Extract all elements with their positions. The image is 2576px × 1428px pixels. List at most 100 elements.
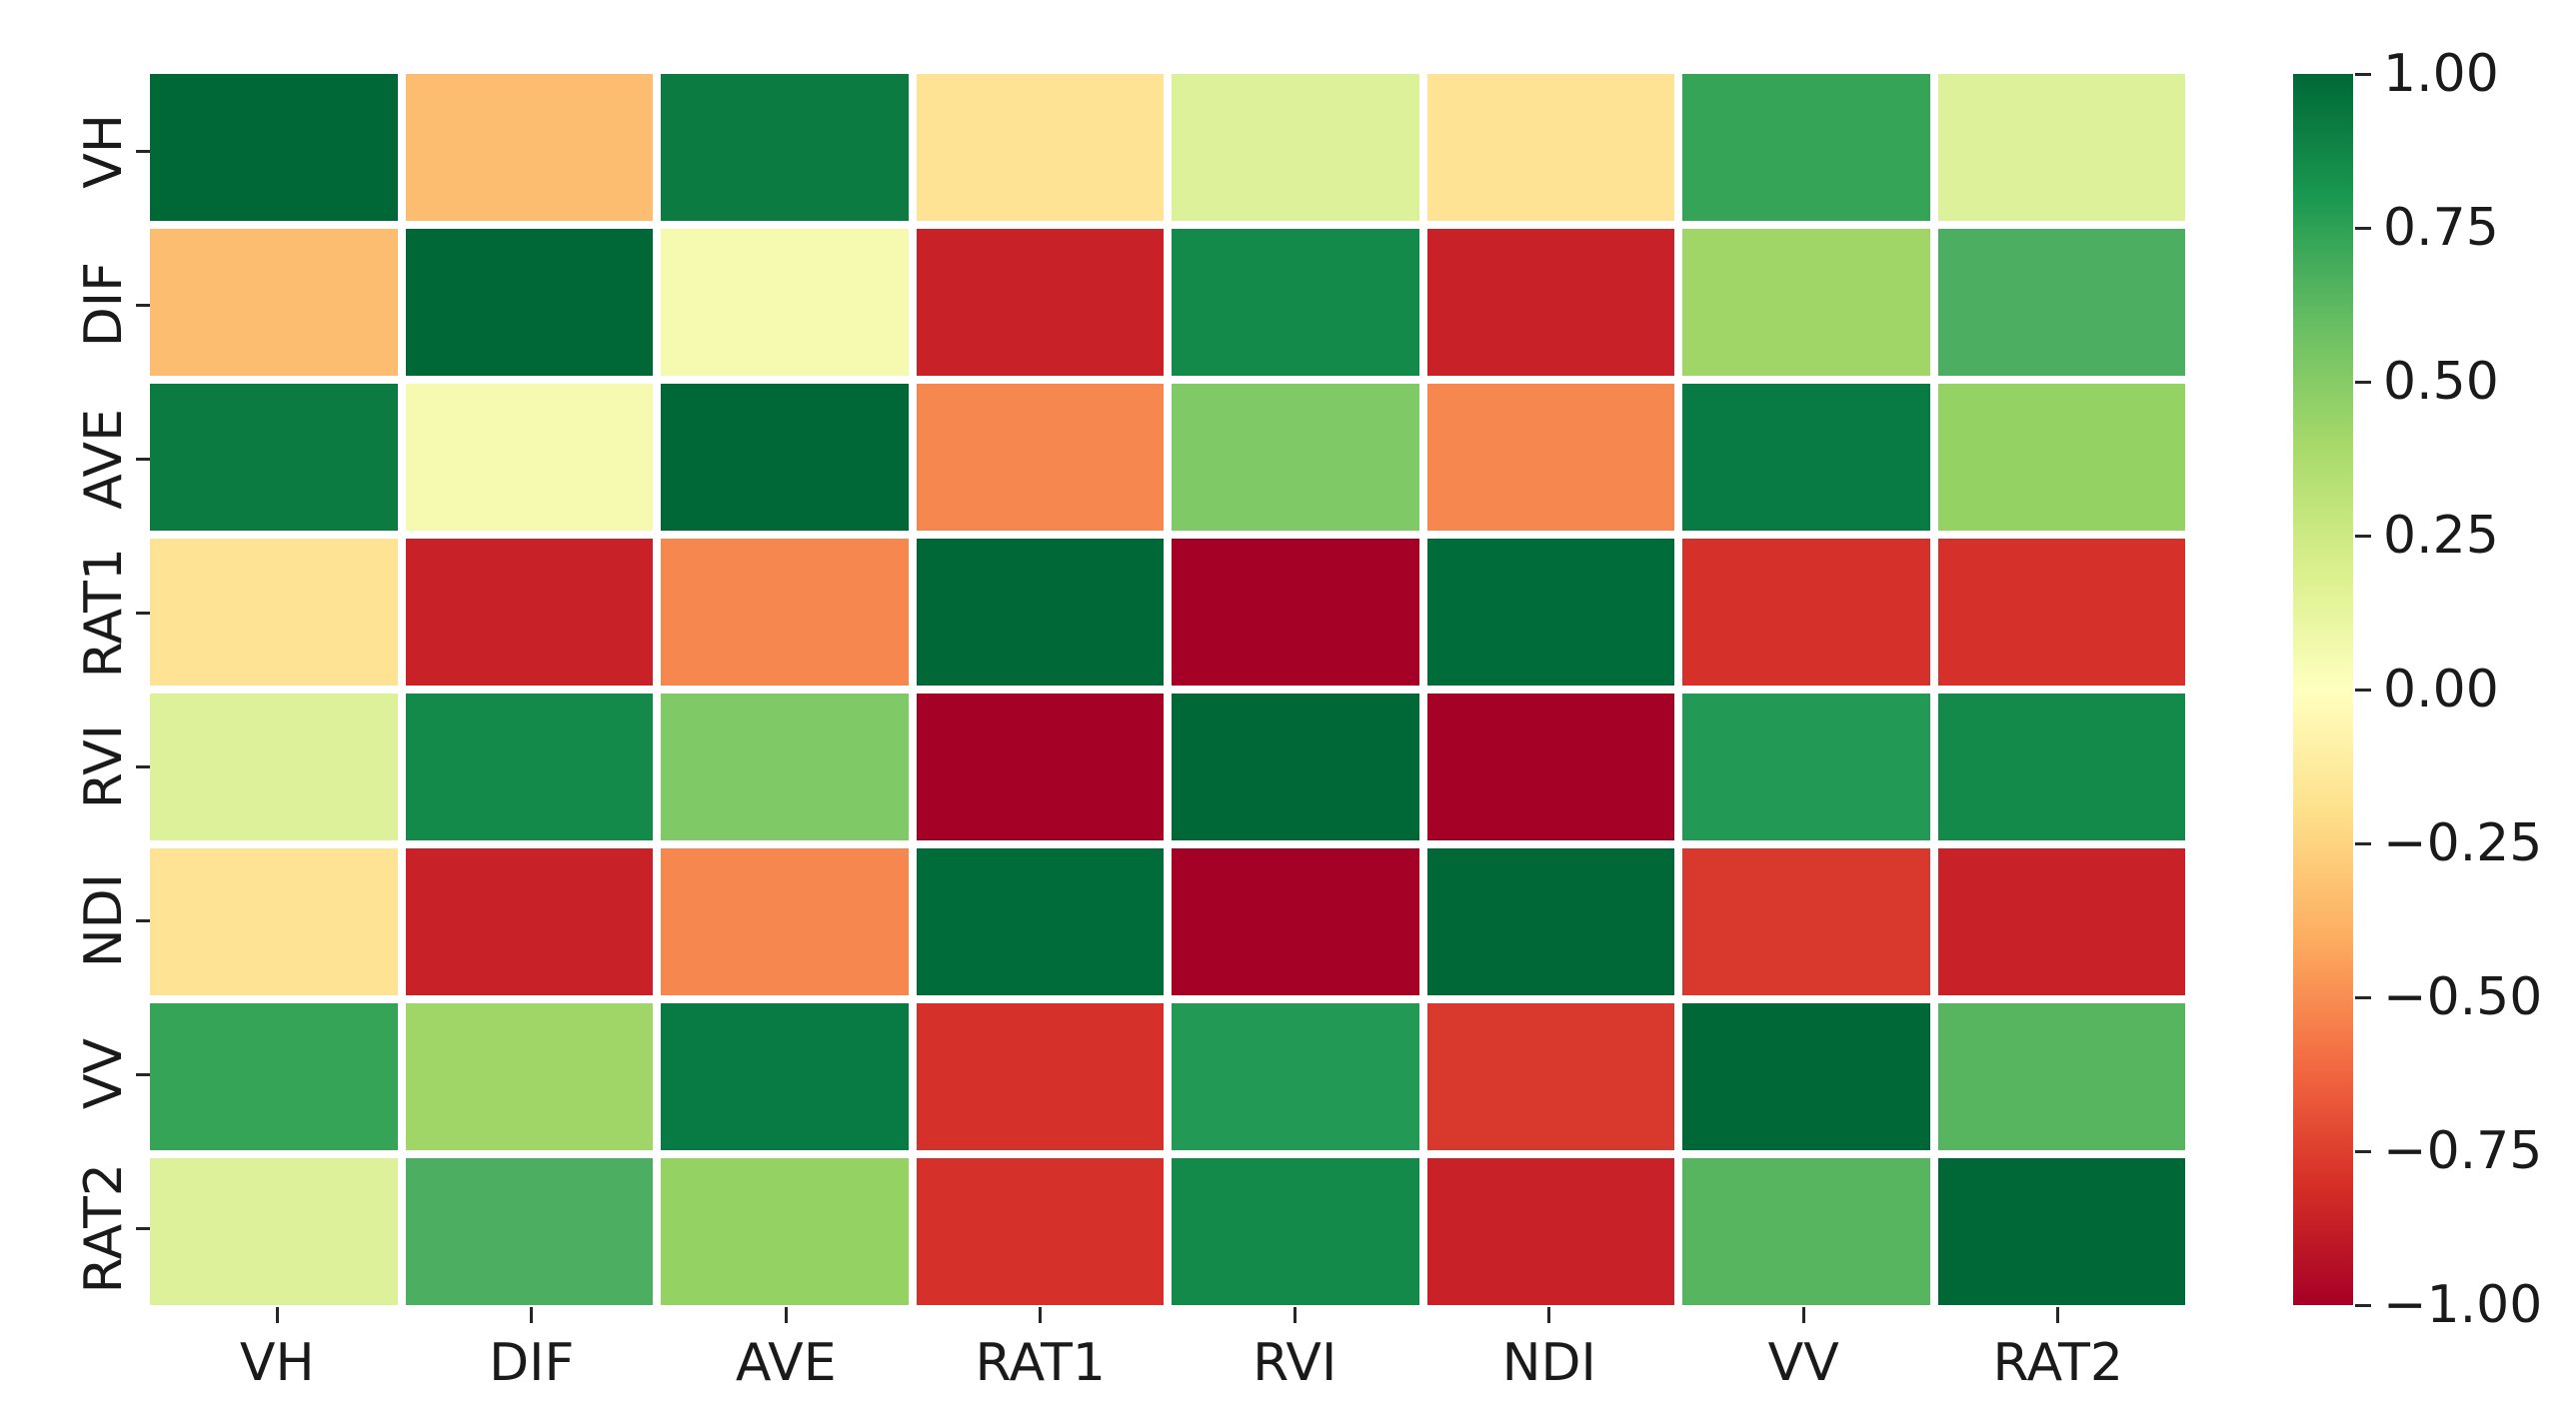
heatmap-cell-VH-NDI (1426, 74, 1674, 221)
heatmap-cell-DIF-VH (150, 229, 398, 376)
heatmap-cell-NDI-AVE (661, 848, 909, 995)
colorbar-tick-label-0.75: 0.75 (2383, 198, 2499, 258)
y-tick-slot: NDI (0, 843, 136, 997)
colorbar-tick-label-0.00: 0.00 (2383, 660, 2499, 719)
colorbar-gradient (2293, 74, 2353, 1305)
heatmap-cell-DIF-AVE (661, 229, 909, 376)
heatmap-cell-NDI-VH (150, 848, 398, 995)
heatmap-cell-DIF-RVI (1172, 229, 1419, 376)
x-tick-label-DIF: DIF (489, 1333, 575, 1393)
colorbar-tick-label-1.00: 1.00 (2383, 44, 2499, 104)
y-axis-tick (136, 303, 150, 307)
y-axis-tick (136, 1072, 150, 1076)
heatmap-cell-RVI-NDI (1426, 694, 1674, 840)
colorbar-tick-label-0.50: 0.50 (2383, 352, 2499, 412)
heatmap-cell-RAT2-VV (1682, 1158, 1930, 1305)
x-axis-tick (275, 1307, 279, 1323)
heatmap-cell-AVE-AVE (661, 384, 909, 531)
heatmap-cell-AVE-DIF (405, 384, 653, 531)
heatmap-cell-RVI-VH (150, 694, 398, 840)
y-tick-slot: RVI (0, 690, 136, 843)
heatmap-cell-AVE-VV (1682, 384, 1930, 531)
y-axis-tick (136, 764, 150, 768)
colorbar-tick (2355, 995, 2371, 999)
heatmap-cell-NDI-RAT1 (916, 848, 1164, 995)
colorbar-tick-label-0.25: 0.25 (2383, 506, 2499, 566)
heatmap-cell-RAT1-RVI (1172, 539, 1419, 686)
y-tick-slot: VV (0, 997, 136, 1151)
x-axis-tick (530, 1307, 534, 1323)
heatmap-cell-RAT2-NDI (1426, 1158, 1674, 1305)
heatmap-cell-RVI-DIF (405, 694, 653, 840)
heatmap-cell-RAT2-VH (150, 1158, 398, 1305)
heatmap-cell-RVI-RAT2 (1937, 694, 2185, 840)
x-tick-label-VH: VH (239, 1333, 315, 1393)
x-axis-tick (1801, 1307, 1805, 1323)
y-tick-label-DIF: DIF (74, 262, 134, 348)
colorbar-tick (2355, 688, 2371, 692)
x-axis-tick-labels: VH DIF AVE RAT1 RVI NDI VV RAT2 (150, 1333, 2185, 1403)
x-tick-label-RAT1: RAT1 (975, 1333, 1106, 1393)
heatmap-cell-DIF-VV (1682, 229, 1930, 376)
y-axis-tick (136, 149, 150, 153)
colorbar-tick (2355, 1149, 2371, 1153)
y-tick-label-VV: VV (74, 1038, 134, 1110)
heatmap-cell-VV-VH (150, 1003, 398, 1150)
x-tick-label-NDI: NDI (1501, 1333, 1596, 1393)
heatmap-cell-RVI-RAT1 (916, 694, 1164, 840)
y-axis-tick-labels: VH DIF AVE RAT1 RVI NDI VV RAT2 (0, 74, 136, 1305)
heatmap-cell-VV-RVI (1172, 1003, 1419, 1150)
x-tick-label-AVE: AVE (735, 1333, 837, 1393)
colorbar-tick (2355, 72, 2371, 76)
heatmap-cell-VV-DIF (405, 1003, 653, 1150)
colorbar-tick (2355, 1303, 2371, 1307)
heatmap-cell-VV-RAT1 (916, 1003, 1164, 1150)
x-axis-tick (1039, 1307, 1043, 1323)
y-tick-label-RAT1: RAT1 (74, 547, 134, 679)
heatmap-cell-AVE-RVI (1172, 384, 1419, 531)
heatmap-cell-AVE-RAT1 (916, 384, 1164, 531)
heatmap-cell-VH-DIF (405, 74, 653, 221)
heatmap-cell-VV-RAT2 (1937, 1003, 2185, 1150)
y-axis-tick (136, 611, 150, 615)
colorbar-tick (2355, 534, 2371, 538)
heatmap-cell-RAT2-RAT1 (916, 1158, 1164, 1305)
heatmap-cell-VH-RAT1 (916, 74, 1164, 221)
y-tick-label-VH: VH (74, 113, 134, 189)
y-tick-slot: AVE (0, 382, 136, 536)
heatmap-cell-DIF-DIF (405, 229, 653, 376)
colorbar-tick-label-−0.75: −0.75 (2383, 1121, 2543, 1181)
colorbar-tick-label-−1.00: −1.00 (2383, 1275, 2543, 1335)
heatmap-cell-RAT2-RVI (1172, 1158, 1419, 1305)
x-tick-label-RAT2: RAT2 (1992, 1333, 2123, 1393)
heatmap-cell-RAT1-AVE (661, 539, 909, 686)
heatmap-cell-VH-RVI (1172, 74, 1419, 221)
y-tick-slot: VH (0, 74, 136, 228)
heatmap-cell-NDI-RVI (1172, 848, 1419, 995)
colorbar-tick-label-−0.50: −0.50 (2383, 967, 2543, 1027)
heatmap-cell-RVI-RVI (1172, 694, 1419, 840)
heatmap-grid (150, 74, 2185, 1305)
y-axis-tick (136, 457, 150, 461)
heatmap-cell-RAT1-VH (150, 539, 398, 686)
heatmap-cell-NDI-DIF (405, 848, 653, 995)
heatmap-cell-VV-VV (1682, 1003, 1930, 1150)
y-tick-label-RAT2: RAT2 (74, 1162, 134, 1294)
x-axis-tick (2056, 1307, 2060, 1323)
heatmap-cell-AVE-VH (150, 384, 398, 531)
heatmap-cell-VH-RAT2 (1937, 74, 2185, 221)
heatmap-cell-RVI-AVE (661, 694, 909, 840)
heatmap-cell-VH-VV (1682, 74, 1930, 221)
heatmap-cell-AVE-NDI (1426, 384, 1674, 531)
heatmap-cell-VH-VH (150, 74, 398, 221)
heatmap-cell-VH-AVE (661, 74, 909, 221)
x-tick-label-VV: VV (1767, 1333, 1839, 1393)
y-tick-slot: RAT2 (0, 1151, 136, 1305)
heatmap-cell-RAT1-RAT2 (1937, 539, 2185, 686)
x-axis-tick (784, 1307, 788, 1323)
heatmap-cell-RAT1-VV (1682, 539, 1930, 686)
heatmap-cell-RVI-VV (1682, 694, 1930, 840)
heatmap-cell-DIF-NDI (1426, 229, 1674, 376)
y-tick-slot: DIF (0, 228, 136, 382)
